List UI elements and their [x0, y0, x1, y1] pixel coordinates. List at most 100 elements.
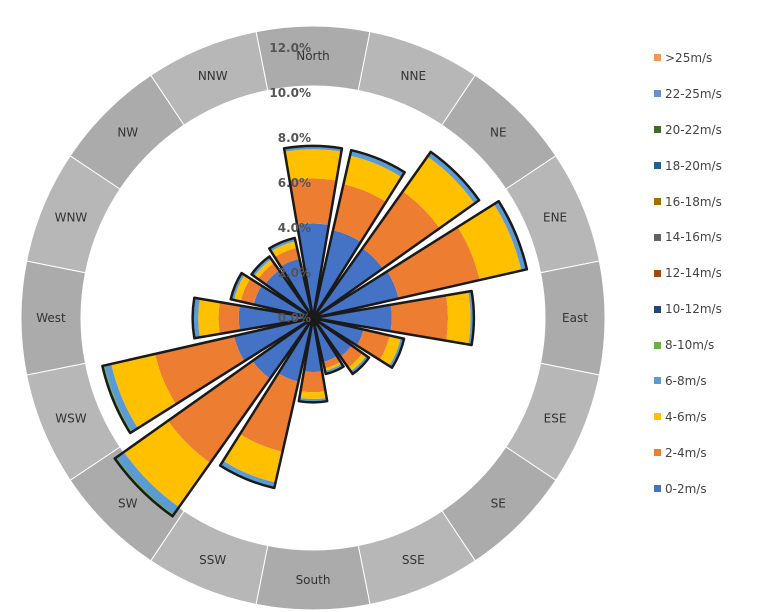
- direction-label: ENE: [543, 211, 567, 225]
- petal-segment: [427, 152, 479, 204]
- petal-segment: [389, 337, 403, 368]
- petal-segment: [313, 318, 352, 357]
- petal-segment: [265, 270, 313, 318]
- petal-outline: [101, 316, 315, 435]
- direction-label: WSW: [55, 411, 86, 425]
- petal-nne: [311, 148, 406, 320]
- legend: >25m/s 22-25m/s 20-22m/s 18-20m/s 16-18m/s 14…: [654, 40, 779, 507]
- petals: [101, 144, 529, 518]
- legend-label: 8-10m/s: [665, 338, 715, 353]
- tick-label: 6.0%: [278, 176, 311, 190]
- legend-label: 18-20m/s: [665, 158, 722, 173]
- petal-outline: [311, 289, 476, 347]
- petal-segment: [284, 146, 342, 152]
- legend-swatch: [654, 54, 661, 62]
- petal-outline: [311, 150, 481, 320]
- legend-item: 16-18m/s: [654, 184, 779, 220]
- petal-west: [191, 296, 315, 340]
- direction-label: NNW: [198, 69, 228, 83]
- legend-item: >25m/s: [654, 40, 779, 76]
- legend-label: 10-12m/s: [665, 302, 722, 317]
- petal-segment: [297, 223, 329, 318]
- petal-nw: [250, 255, 315, 320]
- petal-segment: [350, 355, 369, 374]
- petal-segment: [343, 155, 402, 202]
- direction-label: SSW: [199, 553, 226, 567]
- petal-segment: [324, 363, 343, 373]
- radial-ticks: 0.0% 2.0% 4.0% 6.0% 8.0% 10.0% 12.0%: [269, 41, 311, 325]
- tick-label: 0.0%: [278, 311, 311, 325]
- petal-segment: [313, 230, 361, 318]
- direction-label: SE: [491, 496, 506, 510]
- petal-ssw: [218, 316, 315, 490]
- petal-segment: [313, 271, 399, 318]
- legend-swatch: [654, 413, 661, 421]
- direction-label: NNE: [400, 69, 426, 83]
- petal-segment: [457, 204, 522, 281]
- petal-segment: [252, 318, 313, 379]
- petal-segment: [348, 353, 367, 372]
- petal-segment: [349, 151, 405, 178]
- petal-segment: [218, 302, 240, 334]
- petal-outline: [311, 148, 406, 320]
- petal-outline: [297, 316, 329, 404]
- legend-item: 4-6m/s: [654, 399, 779, 435]
- petal-segment: [332, 184, 387, 242]
- petal-segment: [356, 329, 390, 360]
- petal-segment: [114, 457, 174, 517]
- petal-outline: [229, 271, 315, 320]
- petal-outline: [113, 316, 315, 518]
- direction-label: WNW: [55, 211, 88, 225]
- tick-label: 2.0%: [278, 266, 311, 280]
- tick-label: 10.0%: [269, 86, 311, 100]
- petal-segment: [252, 257, 272, 277]
- legend-swatch: [654, 449, 661, 457]
- direction-label: SSE: [402, 553, 425, 567]
- petal-outline: [311, 316, 345, 376]
- petal-segment: [274, 247, 300, 267]
- direction-label: North: [296, 49, 330, 63]
- direction-label: NE: [490, 126, 507, 140]
- petal-segment: [111, 353, 176, 429]
- legend-item: 22-25m/s: [654, 76, 779, 112]
- legend-item: 20-22m/s: [654, 112, 779, 148]
- petal-outline: [191, 296, 315, 340]
- petal-se: [311, 316, 371, 376]
- petal-east: [311, 289, 476, 347]
- petal-segment: [102, 365, 133, 434]
- petal-segment: [104, 363, 138, 432]
- petal-sse: [311, 316, 345, 376]
- legend-swatch: [654, 485, 661, 493]
- petal-segment: [123, 420, 211, 508]
- legend-label: 14-16m/s: [665, 230, 722, 245]
- direction-label: SW: [118, 496, 138, 510]
- petal-segment: [493, 201, 526, 271]
- petal-ene: [311, 199, 529, 320]
- petal-segment: [289, 178, 337, 225]
- petal-segment: [167, 360, 271, 464]
- petal-outline: [311, 199, 529, 320]
- petal-segment: [313, 248, 383, 318]
- legend-swatch: [654, 233, 661, 241]
- petal-outline: [268, 236, 315, 320]
- direction-label: South: [296, 573, 331, 587]
- legend-label: 4-6m/s: [665, 409, 707, 424]
- petal-segment: [284, 149, 342, 181]
- petal-segment: [220, 460, 276, 487]
- tick-label: 8.0%: [278, 131, 311, 145]
- petal-segment: [468, 291, 473, 345]
- petal-segment: [240, 278, 262, 305]
- petal-segment: [322, 356, 341, 369]
- petal-segment: [238, 305, 313, 331]
- petal-segment: [387, 226, 480, 299]
- direction-label: ESE: [544, 411, 567, 425]
- legend-swatch: [654, 341, 661, 349]
- legend-label: 22-25m/s: [665, 86, 722, 101]
- petal-segment: [299, 391, 327, 399]
- petal-segment: [231, 273, 245, 301]
- legend-swatch: [654, 126, 661, 134]
- petal-segment: [446, 291, 471, 345]
- direction-ring: [20, 25, 606, 611]
- petal-ne: [311, 150, 481, 320]
- legend-label: 6-8m/s: [665, 373, 707, 388]
